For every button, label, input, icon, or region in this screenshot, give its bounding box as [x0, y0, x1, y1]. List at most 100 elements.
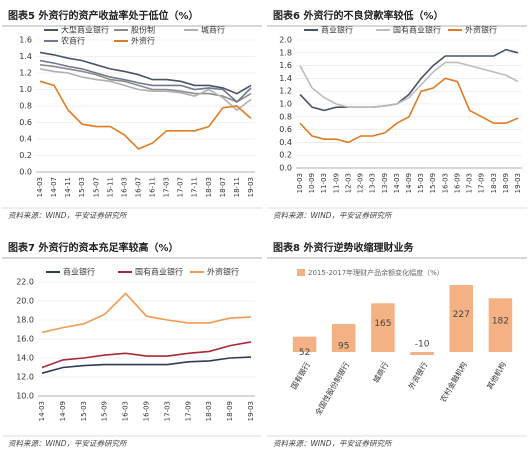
x-tick-label: 17-09	[478, 173, 486, 193]
value-label: 95	[338, 341, 349, 351]
y-tick-label: 1.0	[279, 100, 292, 109]
line-series	[39, 80, 252, 150]
x-tick-label: 10-09	[308, 173, 316, 193]
x-tick-label: 16-09	[143, 401, 151, 421]
x-tick-label: 14-03	[393, 173, 401, 193]
x-tick-label: 17-03	[466, 173, 474, 193]
y-tick-label: 1.4	[279, 74, 292, 83]
y-tick-label: 22.0	[16, 278, 34, 287]
source-note: 资料来源：WIND，平安证券研究所	[273, 211, 393, 220]
x-tick-label: 19-03	[247, 401, 255, 421]
legend-swatch	[297, 269, 305, 276]
line-series	[299, 77, 519, 144]
x-tick-label: 17-07	[177, 177, 185, 197]
source-note: 资料来源：WIND，平安证券研究所	[273, 439, 393, 448]
chart-title: 图表7 外资行的资本充足率较高（%）	[8, 241, 178, 254]
y-tick-label: 18.0	[16, 316, 34, 325]
x-tick-label: 19-03	[514, 173, 522, 193]
y-tick-label: 0.8	[279, 112, 292, 121]
y-tick-label: 14.0	[16, 354, 34, 363]
bar	[410, 352, 434, 355]
legend-label: 2015-2017年理财产品余额变化幅度（%）	[308, 268, 444, 277]
y-tick-label: 0.0	[279, 164, 292, 173]
chart-title: 图表5 外资行的资产收益率处于低位（%）	[8, 9, 198, 22]
x-tick-label: 11-09	[332, 173, 340, 193]
x-tick-label: 18-11	[233, 177, 241, 197]
y-tick-label: 0.4	[279, 138, 292, 147]
x-tick-label: 12-03	[344, 173, 352, 193]
y-tick-label: 1.6	[19, 36, 32, 45]
y-tick-label: 1.0	[19, 85, 32, 94]
x-tick-label: 16-11	[149, 177, 157, 197]
x-tick-label: 12-09	[357, 173, 365, 193]
x-tick-label: 17-03	[163, 401, 171, 421]
x-tick-label: 14-03	[36, 177, 44, 197]
line-series	[299, 48, 519, 112]
x-tick-label: 15-07	[92, 177, 100, 197]
value-label: 52	[299, 348, 310, 358]
bar	[488, 298, 513, 352]
legend-label: 股份制	[131, 25, 155, 35]
x-tick-label: 15-03	[78, 177, 86, 197]
chart-title: 图表6 外资行的不良贷款率较低（%）	[273, 9, 443, 22]
y-tick-label: 1.2	[19, 69, 32, 78]
y-tick-label: 0.4	[19, 135, 32, 144]
y-tick-label: 0.0	[19, 168, 32, 177]
x-tick-label: 14-09	[405, 173, 413, 193]
legend-label: 商业银行	[63, 267, 95, 277]
x-tick-label: 11-03	[320, 173, 328, 193]
bar	[332, 323, 356, 352]
y-tick-label: 2.0	[279, 36, 292, 45]
y-tick-label: 20.0	[16, 297, 34, 306]
legend-label: 大型商业银行	[61, 25, 109, 35]
x-tick-label: 15-03	[80, 401, 88, 421]
x-tick-label: 13-09	[381, 173, 389, 193]
x-tick-label: 16-03	[441, 173, 449, 193]
x-tick-label: 16-03	[120, 177, 128, 197]
line-series	[39, 68, 252, 112]
x-tick-label: 18-03	[205, 177, 213, 197]
x-tick-label: 14-03	[38, 401, 46, 421]
line-series	[299, 61, 519, 108]
y-tick-label: 0.6	[279, 125, 292, 134]
x-tick-label: 17-03	[163, 177, 171, 197]
y-tick-label: 0.2	[19, 151, 32, 160]
value-label: 165	[374, 319, 391, 329]
chart-title: 图表8 外资行逆势收缩理财业务	[273, 241, 414, 254]
y-tick-label: 1.6	[279, 61, 292, 70]
line-series	[39, 64, 252, 103]
y-tick-label: 1.4	[19, 52, 32, 61]
x-tick-label: 18-03	[205, 401, 213, 421]
y-tick-label: 16.0	[16, 335, 34, 344]
x-tick-label: 18-07	[219, 177, 227, 197]
value-label: -10	[415, 340, 430, 350]
bar	[449, 285, 473, 352]
value-label: 182	[492, 317, 509, 327]
x-tick-label: 17-11	[191, 177, 199, 197]
line-series	[39, 59, 252, 103]
x-tick-label: 16-03	[122, 401, 130, 421]
legend-label: 农商行	[61, 36, 85, 46]
x-tick-label: 14-09	[59, 401, 67, 421]
line-series	[41, 356, 252, 374]
source-note: 资料来源：WIND，平安证券研究所	[8, 439, 128, 448]
y-tick-label: 10.0	[16, 392, 34, 401]
y-tick-label: 1.2	[279, 87, 292, 96]
y-tick-label: 1.8	[279, 48, 292, 57]
y-tick-label: 0.8	[19, 102, 32, 111]
x-tick-label: 13-03	[369, 173, 377, 193]
x-tick-label: 10-03	[296, 173, 304, 193]
bar	[292, 336, 317, 352]
x-tick-label: 16-07	[134, 177, 142, 197]
legend-label: 城商行	[201, 25, 225, 35]
x-tick-label: 18-03	[490, 173, 498, 193]
x-tick-label: 18-09	[502, 173, 510, 193]
legend-label: 外资银行	[207, 267, 239, 277]
y-tick-label: 0.2	[279, 151, 292, 160]
x-tick-label: 14-11	[64, 177, 72, 197]
y-tick-label: 12.0	[16, 373, 34, 382]
line-series	[41, 341, 252, 369]
x-tick-label: 17-09	[184, 401, 192, 421]
source-note: 资料来源：WIND，平安证券研究所	[8, 211, 128, 220]
